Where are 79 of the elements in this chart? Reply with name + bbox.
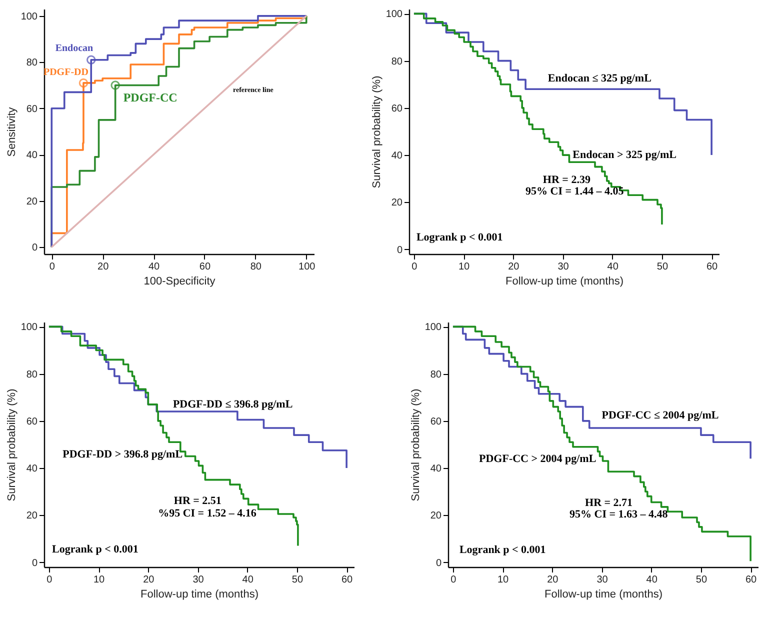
x-tick-label: 20 <box>547 574 559 586</box>
y-tick-label: 60 <box>26 416 38 428</box>
x-tick-label: 0 <box>412 262 418 272</box>
point <box>78 78 88 88</box>
y-axis-title: Survival probability (%) <box>370 76 383 188</box>
x-tick-label: 0 <box>46 574 53 586</box>
annotation: Endocan <box>55 42 94 54</box>
annotation: PDGF-CC <box>123 90 178 104</box>
annotation: Endocan > 325 pg/mL <box>572 149 676 162</box>
x-tick-label: 40 <box>148 262 160 272</box>
x-tick-label: 50 <box>656 262 668 272</box>
y-tick-label: 80 <box>26 369 38 380</box>
y-tick-label: 40 <box>26 150 38 162</box>
y-tick-label: 20 <box>391 198 403 209</box>
y-tick-label: 100 <box>20 322 38 334</box>
point <box>110 80 120 90</box>
y-tick-label: 60 <box>391 103 403 114</box>
x-tick-label: 40 <box>646 574 658 586</box>
y-tick-label: 20 <box>430 510 442 522</box>
x-tick-label: 0 <box>450 574 457 586</box>
annotation: HR = 2.51 <box>174 495 222 508</box>
annotation: HR = 2.71 <box>585 496 633 509</box>
x-tick-label: 30 <box>558 262 570 272</box>
x-tick-label: 30 <box>596 574 608 586</box>
annotation: Logrank p < 0.001 <box>416 232 503 244</box>
x-tick-label: 20 <box>143 574 155 586</box>
y-tick-label: 0 <box>396 244 403 256</box>
annotation: %95 CI = 1.52 – 4.16 <box>158 508 257 520</box>
x-tick-label: 0 <box>49 262 56 272</box>
y-tick-label: 20 <box>26 196 38 208</box>
y-tick-label: 0 <box>32 242 38 254</box>
x-axis-title: 100-Specificity <box>144 276 216 288</box>
y-tick-label: 60 <box>26 104 38 115</box>
y-axis-title: Sensitivity <box>6 106 18 157</box>
y-tick-label: 100 <box>424 322 442 334</box>
x-tick-label: 60 <box>199 262 211 272</box>
x-tick-label: 10 <box>458 262 470 272</box>
y-axis-title: Survival probability (%) <box>6 388 18 502</box>
x-tick-label: 20 <box>98 262 110 272</box>
x-tick-label: 10 <box>497 574 510 586</box>
y-tick-label: 0 <box>436 558 442 569</box>
y-tick-label: 100 <box>20 11 38 22</box>
y-tick-label: 20 <box>26 510 38 522</box>
x-axis-title: Follow-up time (months) <box>140 588 258 600</box>
y-tick-label: 40 <box>430 464 442 475</box>
annotation: HR = 2.39 <box>542 174 591 186</box>
y-tick-label: 80 <box>26 58 38 69</box>
x-tick-label: 50 <box>292 574 304 586</box>
x-tick-label: 50 <box>696 574 708 586</box>
y-tick-label: 0 <box>32 558 38 569</box>
annotation: Logrank p < 0.001 <box>52 543 138 556</box>
annotation: Endocan ≤ 325 pg/mL <box>548 72 652 85</box>
y-tick-label: 40 <box>26 464 38 475</box>
annotation: PDGF-CC > 2004 pg/mL <box>479 453 596 466</box>
x-tick-label: 10 <box>93 574 106 586</box>
annotation: PDGF-DD > 396.8 pg/mL <box>62 448 183 460</box>
annotation: PDGF-DD ≤ 396.8 pg/mL <box>172 398 293 411</box>
x-tick-label: 40 <box>607 262 619 272</box>
y-tick-label: 60 <box>430 416 442 428</box>
y-tick-label: 80 <box>391 56 403 68</box>
x-tick-label: 30 <box>192 574 204 586</box>
point <box>86 55 96 64</box>
annotation: 95% CI = 1.63 – 4.48 <box>570 508 668 521</box>
annotation: 95% CI = 1.44 – 4.05 <box>526 186 624 198</box>
x-tick-label: 60 <box>745 574 758 586</box>
y-tick-label: 80 <box>430 369 442 380</box>
x-tick-label: 20 <box>508 262 520 272</box>
x-tick-label: 60 <box>706 262 718 272</box>
x-tick-label: 100 <box>298 262 316 272</box>
x-tick-label: 40 <box>242 574 254 586</box>
x-tick-label: 80 <box>250 262 262 272</box>
y-tick-label: 100 <box>386 9 403 20</box>
x-axis-title: Follow-up time (months) <box>506 276 624 288</box>
y-axis-title: Survival probability (%) <box>410 388 422 502</box>
x-axis-title: Follow-up time (months) <box>544 588 662 600</box>
annotation: PDGF-CC ≤ 2004 pg/mL <box>602 409 719 422</box>
x-tick-label: 60 <box>341 574 354 586</box>
annotation: Logrank p < 0.001 <box>459 544 546 556</box>
y-tick-label: 40 <box>391 150 403 162</box>
